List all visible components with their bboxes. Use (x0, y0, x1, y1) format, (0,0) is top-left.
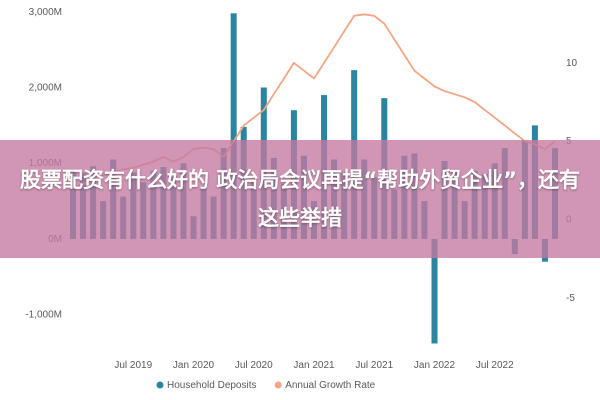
legend-marker (274, 381, 282, 389)
left-axis-tick-label: 3,000M (29, 7, 62, 18)
x-axis-tick-labels: Jul 2019 Jan 2020 Jul 2020 Jan 2021 Jul 2021… (114, 360, 514, 371)
left-axis-tick-label: 2,000M (29, 83, 62, 94)
household-deposits-bar (431, 238, 438, 344)
x-axis-tick-label: Jul 2022 (476, 360, 514, 371)
x-axis-tick-label: Jul 2021 (355, 360, 393, 371)
x-axis-tick-label: Jul 2019 (114, 360, 152, 371)
headline-banner: 股票配资有什么好的 政治局会议再提“帮助外贸企业”，还有这些举措 (0, 140, 600, 258)
legend-label: Household Deposits (167, 380, 257, 391)
right-axis-tick-label: -5 (566, 293, 575, 304)
legend-label: Annual Growth Rate (285, 380, 375, 391)
x-axis-tick-label: Jan 2022 (414, 360, 456, 371)
x-axis-tick-label: Jan 2021 (293, 360, 335, 371)
household-deposits-bar (230, 13, 237, 239)
x-axis-tick-label: Jan 2020 (173, 360, 215, 371)
legend-marker (156, 381, 164, 389)
left-axis-tick-label: -1,000M (25, 310, 62, 321)
legend: Household Deposits Annual Growth Rate (156, 380, 376, 391)
headline-text: 股票配资有什么好的 政治局会议再提“帮助外贸企业”，还有这些举措 (20, 168, 580, 230)
right-axis-tick-label: 10 (566, 58, 578, 69)
x-axis-tick-label: Jul 2020 (235, 360, 273, 371)
